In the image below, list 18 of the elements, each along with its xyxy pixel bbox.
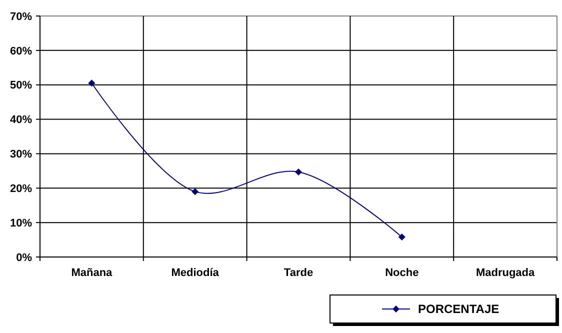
y-tick-label: 20%	[10, 182, 32, 195]
y-tick-label: 70%	[10, 10, 32, 23]
legend-label: PORCENTAJE	[418, 302, 500, 316]
x-tick-label: Madrugada	[476, 267, 536, 279]
point	[398, 234, 406, 241]
x-tick-label: Noche	[385, 267, 419, 279]
y-tick-label: 40%	[10, 114, 32, 126]
y-tick-label: 30%	[10, 148, 32, 161]
y-tick-label: 50%	[10, 80, 32, 92]
point	[192, 188, 199, 196]
y-tick-label: 60%	[10, 45, 32, 58]
point	[295, 168, 302, 176]
x-tick-label: Tarde	[284, 267, 314, 279]
y-tick-label: 0%	[16, 252, 32, 264]
x-tick-label: Mañana	[71, 267, 114, 279]
y-tick-label: 10%	[10, 217, 32, 230]
x-tick-label: Mediodía	[171, 267, 220, 279]
point	[88, 80, 96, 87]
